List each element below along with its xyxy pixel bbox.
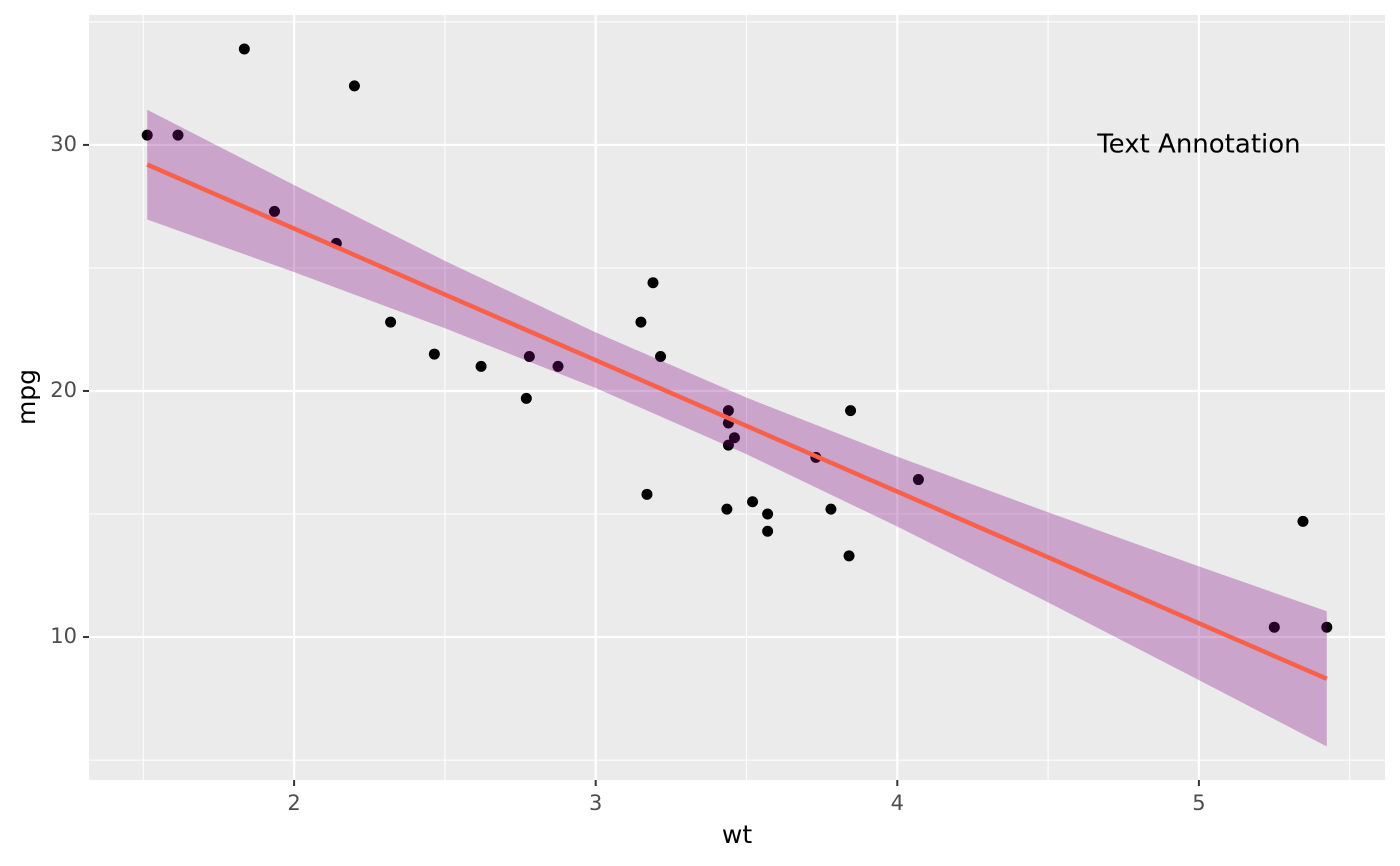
point [1297, 515, 1309, 527]
point [641, 488, 653, 500]
point [647, 277, 659, 289]
fit-line [146, 162, 1328, 681]
point [747, 496, 759, 508]
grid [89, 15, 1385, 780]
point [238, 43, 250, 55]
point [722, 439, 734, 451]
point [348, 80, 360, 92]
y-axis-title: mpg [12, 369, 41, 425]
point [655, 351, 667, 363]
marks: Text Annotation [141, 43, 1333, 747]
point [172, 129, 184, 141]
point [762, 525, 774, 537]
x-tick-label: 5 [1192, 791, 1205, 815]
y-tick-label: 30 [50, 132, 77, 156]
point [635, 316, 647, 328]
point [722, 405, 734, 417]
point [141, 129, 153, 141]
annotation: Text Annotation [1096, 129, 1300, 159]
point [1268, 621, 1280, 633]
x-tick-label: 2 [287, 791, 300, 815]
y-tick-label: 10 [50, 624, 77, 648]
point [385, 316, 397, 328]
y-tick-label: 20 [50, 378, 77, 402]
point [268, 205, 280, 217]
point [721, 503, 733, 515]
plot-panel [89, 15, 1385, 780]
x-tick-label: 4 [891, 791, 904, 815]
point [1321, 621, 1333, 633]
point [428, 348, 440, 360]
point [843, 550, 855, 562]
point [762, 508, 774, 520]
point [912, 474, 924, 486]
point [475, 360, 487, 372]
point [520, 392, 532, 404]
point [825, 503, 837, 515]
point [523, 351, 535, 363]
point [728, 432, 740, 444]
x-tick-label: 3 [589, 791, 602, 815]
point [552, 360, 564, 372]
point [845, 405, 857, 417]
confidence-band [147, 109, 1327, 747]
x-axis-title: wt [722, 820, 752, 849]
